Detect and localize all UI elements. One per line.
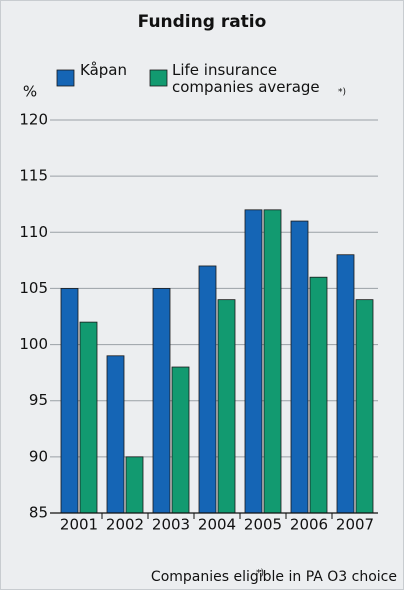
legend-label: Kåpan [80, 61, 127, 79]
legend-swatch [149, 69, 168, 87]
chart-title: Funding ratio [138, 12, 267, 32]
y-tick-label: 85 [29, 504, 48, 522]
x-tick-label: 2005 [244, 516, 282, 534]
y-tick-label: 100 [19, 335, 48, 353]
x-tick-label: 2002 [106, 516, 144, 534]
y-tick-label: 90 [29, 447, 48, 465]
x-tick-label: 2006 [290, 516, 328, 534]
y-tick-label: 115 [19, 167, 48, 185]
bar [336, 254, 355, 514]
legend-label: Life insurance companies average [172, 61, 320, 96]
y-tick-label: 95 [29, 391, 48, 409]
legend-note: *) [338, 88, 346, 98]
footnote-marker: *) [256, 569, 264, 579]
bar [309, 276, 328, 514]
bar [125, 456, 144, 514]
bar [355, 299, 374, 514]
bar [217, 299, 236, 514]
legend-swatch [56, 69, 75, 87]
x-tick-label: 2003 [152, 516, 190, 534]
bar [106, 355, 125, 514]
bar [263, 209, 282, 514]
bar [60, 288, 79, 514]
bar [152, 288, 171, 514]
bar [290, 220, 309, 514]
bar [198, 265, 217, 514]
bar [79, 321, 98, 514]
footnote: Companies eligible in PA O3 choice [151, 569, 397, 585]
y-tick-label: 110 [19, 223, 48, 241]
y-axis-label: % [23, 83, 37, 101]
y-tick-label: 120 [19, 111, 48, 129]
y-tick-label: 105 [19, 279, 48, 297]
x-tick-label: 2004 [198, 516, 236, 534]
bar [244, 209, 263, 514]
x-tick-label: 2001 [60, 516, 98, 534]
bar [171, 366, 190, 514]
x-tick-label: 2007 [336, 516, 374, 534]
